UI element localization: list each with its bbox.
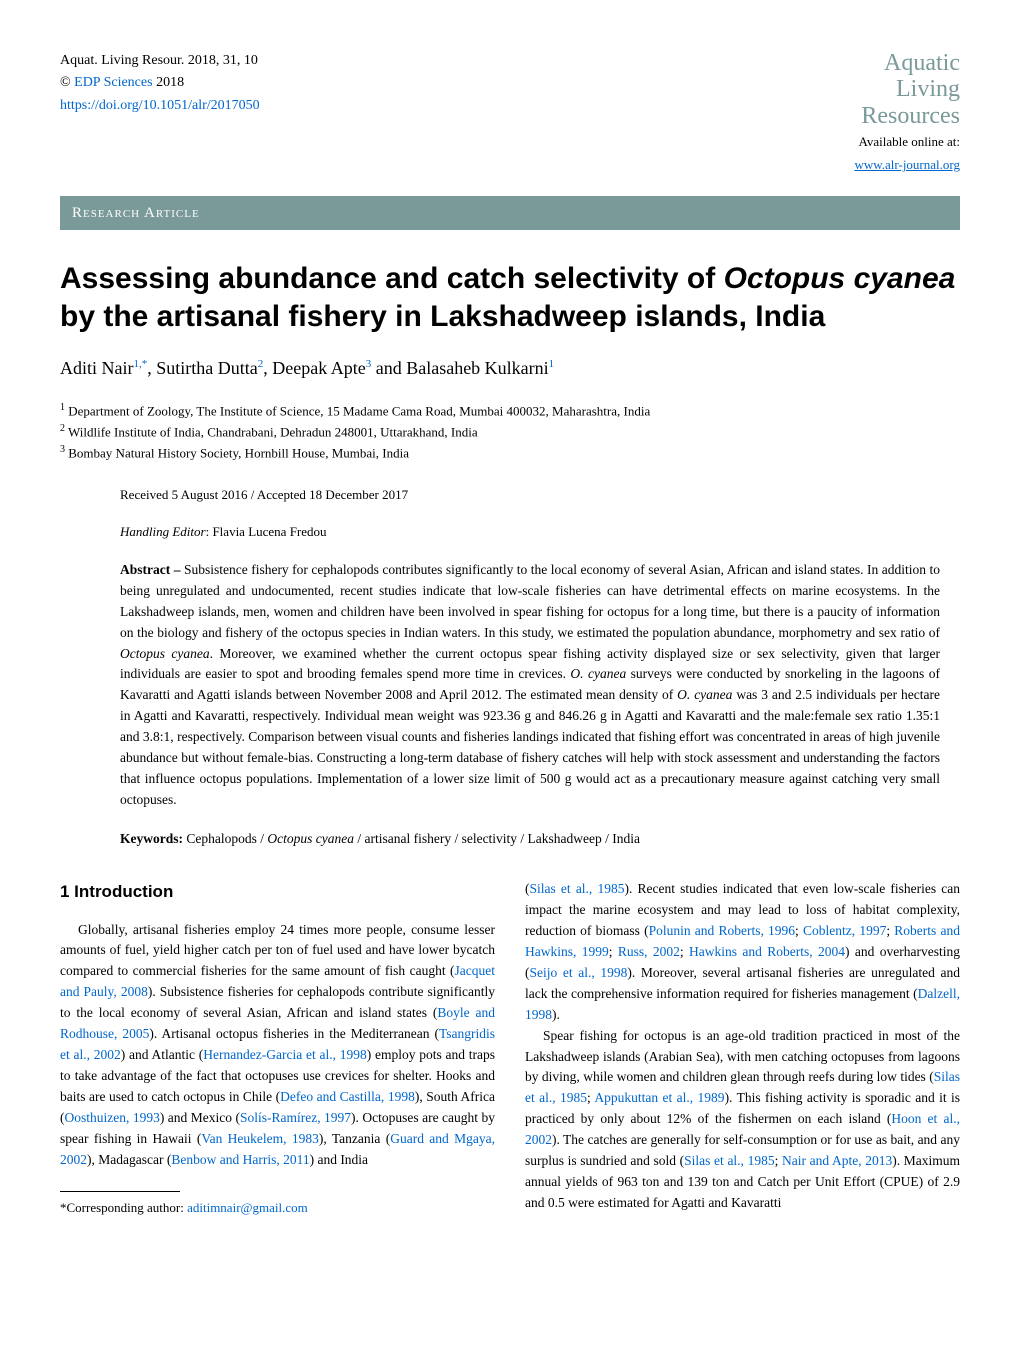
intro-paragraph-1: Globally, artisanal fisheries employ 24 … bbox=[60, 920, 495, 1171]
author-1: Aditi Nair bbox=[60, 358, 134, 378]
ref-oosthuizen[interactable]: Oosthuizen, 1993 bbox=[65, 1110, 160, 1125]
author-4-affil[interactable]: 1 bbox=[549, 358, 555, 370]
corresponding-author: *Corresponding author: aditimnair@gmail.… bbox=[60, 1198, 495, 1218]
title-suffix: by the artisanal fishery in Lakshadweep … bbox=[60, 300, 825, 333]
publisher-link[interactable]: EDP Sciences bbox=[74, 75, 152, 90]
affiliations: 1 Department of Zoology, The Institute o… bbox=[60, 400, 960, 462]
copyright-line: © EDP Sciences 2018 bbox=[60, 72, 260, 94]
logo-line-1: Aquatic bbox=[854, 50, 960, 76]
article-title: Assessing abundance and catch selectivit… bbox=[60, 260, 960, 335]
intro-paragraph-1-cont: (Silas et al., 1985). Recent studies ind… bbox=[525, 879, 960, 1025]
affiliation-1: 1 Department of Zoology, The Institute o… bbox=[60, 400, 960, 421]
corresp-label: *Corresponding author: bbox=[60, 1200, 187, 1215]
ref-seijo[interactable]: Seijo et al., 1998 bbox=[530, 965, 628, 980]
ref-silas3[interactable]: Silas et al., 1985 bbox=[684, 1153, 774, 1168]
ref-coblentz[interactable]: Coblentz, 1997 bbox=[803, 923, 886, 938]
header-right: Aquatic Living Resources Available onlin… bbox=[854, 50, 960, 176]
abstract-species-3: O. cyanea bbox=[677, 687, 732, 702]
abstract-label: Abstract – bbox=[120, 562, 184, 577]
affil-3-text: Bombay Natural History Society, Hornbill… bbox=[65, 445, 409, 460]
copyright-year: 2018 bbox=[156, 75, 184, 90]
ref-polunin[interactable]: Polunin and Roberts, 1996 bbox=[649, 923, 795, 938]
doi-link[interactable]: https://doi.org/10.1051/alr/2017050 bbox=[60, 98, 260, 113]
available-online: Available online at: bbox=[854, 135, 960, 149]
affil-1-text: Department of Zoology, The Institute of … bbox=[65, 404, 650, 419]
handling-label: Handling Editor bbox=[120, 524, 206, 539]
title-species: Octopus cyanea bbox=[724, 262, 956, 295]
ref-silas1[interactable]: Silas et al., 1985 bbox=[530, 881, 625, 896]
article-type-bar: Research Article bbox=[60, 196, 960, 231]
intro-paragraph-2: Spear fishing for octopus is an age-old … bbox=[525, 1026, 960, 1214]
ref-hernandez[interactable]: Hernandez-Garcia et al., 1998 bbox=[203, 1047, 366, 1062]
keywords-text-1: Cephalopods / bbox=[186, 831, 267, 846]
ref-vanheukelem[interactable]: Van Heukelem, 1983 bbox=[201, 1131, 319, 1146]
journal-url-link[interactable]: www.alr-journal.org bbox=[854, 157, 960, 172]
author-2: , Sutirtha Dutta bbox=[147, 358, 258, 378]
ref-hawkins[interactable]: Hawkins and Roberts, 2004 bbox=[689, 944, 845, 959]
affiliation-2: 2 Wildlife Institute of India, Chandraba… bbox=[60, 421, 960, 442]
abstract-species-1: Octopus cyanea bbox=[120, 646, 210, 661]
handling-editor: Handling Editor: Flavia Lucena Fredou bbox=[120, 522, 940, 542]
copyright-symbol: © bbox=[60, 75, 71, 90]
footnote-divider bbox=[60, 1191, 180, 1192]
corresp-email-link[interactable]: aditimnair@gmail.com bbox=[187, 1200, 308, 1215]
header-row: Aquat. Living Resour. 2018, 31, 10 © EDP… bbox=[60, 50, 960, 176]
keywords: Keywords: Cephalopods / Octopus cyanea /… bbox=[120, 829, 940, 849]
title-prefix: Assessing abundance and catch selectivit… bbox=[60, 262, 724, 295]
author-3: , Deepak Apte bbox=[263, 358, 365, 378]
column-right: (Silas et al., 1985). Recent studies ind… bbox=[525, 879, 960, 1218]
ref-solis[interactable]: Solís-Ramírez, 1997 bbox=[240, 1110, 351, 1125]
affil-2-text: Wildlife Institute of India, Chandrabani… bbox=[65, 425, 478, 440]
author-1-affil[interactable]: 1, bbox=[134, 358, 142, 370]
abstract-text-4: was 3 and 2.5 individuals per hectare in… bbox=[120, 687, 940, 807]
handling-name: : Flavia Lucena Fredou bbox=[206, 524, 327, 539]
keywords-text-2: / artisanal fishery / selectivity / Laks… bbox=[354, 831, 640, 846]
keywords-species: Octopus cyanea bbox=[267, 831, 354, 846]
ref-russ[interactable]: Russ, 2002 bbox=[618, 944, 680, 959]
keywords-label: Keywords: bbox=[120, 831, 186, 846]
abstract-text-1: Subsistence fishery for cephalopods cont… bbox=[120, 562, 940, 640]
ref-benbow[interactable]: Benbow and Harris, 2011 bbox=[171, 1152, 309, 1167]
column-left: 1 Introduction Globally, artisanal fishe… bbox=[60, 879, 495, 1218]
logo-line-2: Living bbox=[854, 76, 960, 102]
ref-nair[interactable]: Nair and Apte, 2013 bbox=[782, 1153, 892, 1168]
abstract: Abstract – Subsistence fishery for cepha… bbox=[120, 560, 940, 811]
journal-reference: Aquat. Living Resour. 2018, 31, 10 bbox=[60, 50, 260, 72]
ref-appukuttan[interactable]: Appukuttan et al., 1989 bbox=[594, 1090, 724, 1105]
body-columns: 1 Introduction Globally, artisanal fishe… bbox=[60, 879, 960, 1218]
abstract-species-2: O. cyanea bbox=[570, 666, 626, 681]
article-dates: Received 5 August 2016 / Accepted 18 Dec… bbox=[120, 485, 940, 505]
header-left: Aquat. Living Resour. 2018, 31, 10 © EDP… bbox=[60, 50, 260, 176]
ref-defeo[interactable]: Defeo and Castilla, 1998 bbox=[280, 1089, 415, 1104]
author-4: and Balasaheb Kulkarni bbox=[371, 358, 548, 378]
author-list: Aditi Nair1,*, Sutirtha Dutta2, Deepak A… bbox=[60, 355, 960, 382]
affiliation-3: 3 Bombay Natural History Society, Hornbi… bbox=[60, 442, 960, 463]
section-heading-1: 1 Introduction bbox=[60, 879, 495, 905]
indented-meta: Received 5 August 2016 / Accepted 18 Dec… bbox=[120, 485, 940, 849]
logo-line-3: Resources bbox=[854, 103, 960, 129]
